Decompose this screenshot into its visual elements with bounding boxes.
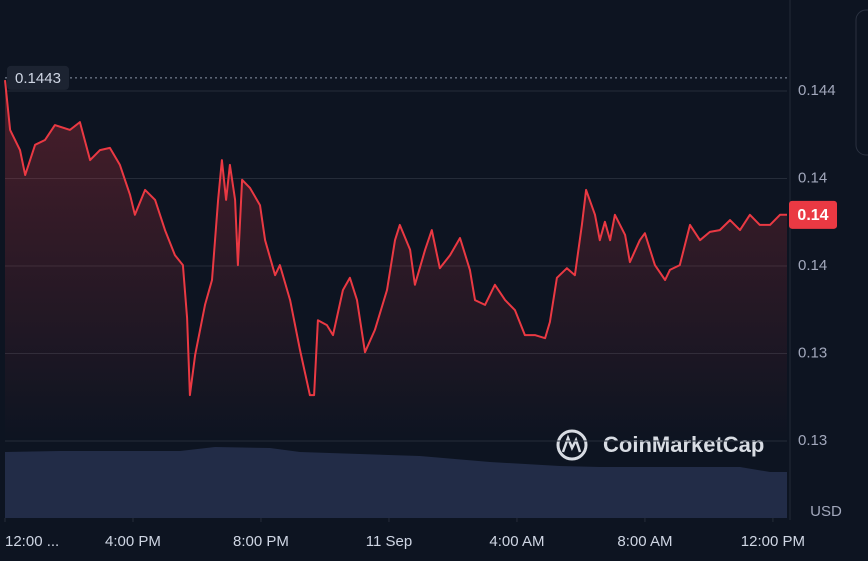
last-price-label: 0.14 (797, 207, 828, 224)
y-tick-label: 0.14 (798, 169, 827, 186)
y-tick-label: 0.144 (798, 82, 836, 99)
side-panel (855, 9, 868, 156)
x-tick-label: 12:00 PM (741, 533, 805, 550)
y-tick-label: 0.14 (798, 257, 827, 274)
x-tick-label: 12:00 ... (5, 533, 59, 550)
x-tick-label: 8:00 PM (233, 533, 289, 550)
x-tick-label: 8:00 AM (617, 533, 672, 550)
max-label: 0.1443 (15, 70, 61, 87)
y-tick-label: 0.13 (798, 344, 827, 361)
price-line (4, 79, 787, 397)
volume-area (5, 447, 787, 518)
last-price-badge (789, 200, 837, 229)
x-tick-label: 4:00 PM (105, 533, 161, 550)
max-badge (7, 65, 69, 90)
currency-label: USD (810, 503, 842, 520)
y-tick-label: 0.13 (798, 432, 827, 449)
x-tick-label: 4:00 AM (489, 533, 544, 550)
price-area (5, 80, 787, 441)
x-tick-label: 11 Sep (366, 533, 412, 550)
